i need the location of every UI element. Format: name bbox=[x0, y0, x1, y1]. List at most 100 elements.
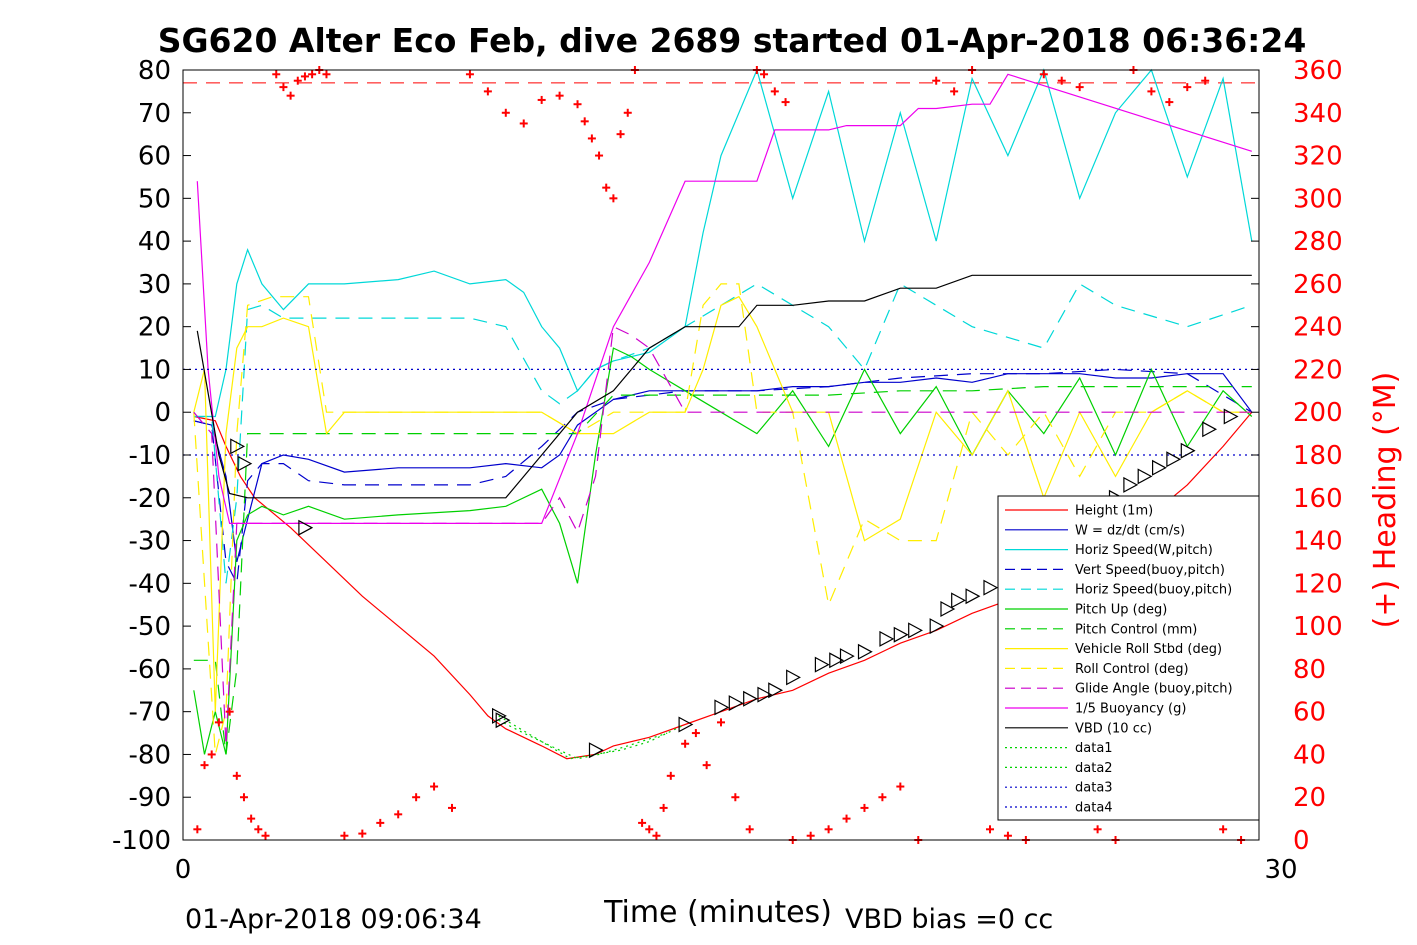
heading-point bbox=[1147, 87, 1156, 96]
y-tick-label: -50 bbox=[129, 612, 171, 642]
legend-label-14: data3 bbox=[1075, 781, 1113, 796]
heading-point bbox=[412, 793, 421, 802]
y-right-tick-label: 0 bbox=[1293, 826, 1310, 856]
heading-point bbox=[340, 831, 349, 840]
legend-label-0: Height (1m) bbox=[1075, 504, 1153, 519]
y-right-tick-label: 200 bbox=[1293, 398, 1343, 428]
y-tick-label: -40 bbox=[129, 569, 171, 599]
heading-point bbox=[225, 707, 234, 716]
heading-point bbox=[272, 70, 281, 79]
heading-point bbox=[666, 771, 675, 780]
heading-point bbox=[483, 87, 492, 96]
heading-point bbox=[293, 76, 302, 85]
heading-point bbox=[1039, 70, 1048, 79]
legend-label-5: Pitch Up (deg) bbox=[1075, 603, 1167, 618]
legend-label-7: Vehicle Roll Stbd (deg) bbox=[1075, 642, 1222, 657]
y-tick-label: -100 bbox=[112, 826, 171, 856]
triangle-marker bbox=[757, 686, 773, 703]
legend-label-15: data4 bbox=[1075, 801, 1113, 816]
heading-point bbox=[860, 803, 869, 812]
triangle-marker bbox=[298, 519, 314, 536]
series-line-13 bbox=[498, 719, 668, 760]
series-line-1 bbox=[193, 373, 1253, 563]
triangle-marker bbox=[768, 682, 784, 699]
y-tick-label: -70 bbox=[129, 698, 171, 728]
heading-point bbox=[1183, 83, 1192, 92]
footer-vbd-bias: VBD bias =0 cc bbox=[845, 904, 1053, 935]
heading-point bbox=[932, 76, 941, 85]
triangle-marker bbox=[492, 707, 507, 724]
triangle-marker bbox=[929, 618, 945, 635]
heading-point bbox=[573, 100, 582, 109]
heading-point bbox=[394, 810, 403, 819]
legend-label-11: VBD (10 cc) bbox=[1075, 721, 1152, 736]
heading-point bbox=[308, 70, 317, 79]
y-tick-label: -90 bbox=[129, 783, 171, 813]
series-line-11 bbox=[196, 274, 1252, 499]
triangle-marker bbox=[879, 630, 895, 647]
y-tick-label: 0 bbox=[154, 398, 171, 428]
heading-point bbox=[501, 108, 510, 117]
heading-point bbox=[1093, 825, 1102, 834]
y-right-tick-label: 340 bbox=[1293, 99, 1343, 129]
triangle-marker bbox=[814, 656, 830, 673]
heading-point bbox=[609, 194, 618, 203]
y-right-tick-label: 220 bbox=[1293, 355, 1343, 385]
y-right-tick-label: 180 bbox=[1293, 441, 1343, 471]
y-tick-label: 80 bbox=[138, 56, 171, 86]
heading-point bbox=[300, 72, 309, 81]
heading-point bbox=[1003, 831, 1012, 840]
triangle-marker bbox=[1223, 408, 1239, 425]
triangle-marker bbox=[237, 455, 253, 472]
y-tick-label: 20 bbox=[138, 313, 171, 343]
heading-point bbox=[691, 729, 700, 738]
triangle-marker bbox=[983, 579, 999, 596]
y-right-tick-label: 100 bbox=[1293, 612, 1343, 642]
y-right-tick-label: 300 bbox=[1293, 184, 1343, 214]
tick-layer: 80706050403020100-10-20-30-40-50-60-70-8… bbox=[112, 56, 1343, 856]
heading-point bbox=[781, 98, 790, 107]
heading-point bbox=[254, 825, 263, 834]
heading-point bbox=[537, 95, 546, 104]
legend-label-2: Horiz Speed(W,pitch) bbox=[1075, 543, 1213, 558]
heading-point bbox=[638, 818, 647, 827]
y-tick-label: 30 bbox=[138, 270, 171, 300]
heading-point bbox=[214, 718, 223, 727]
heading-point bbox=[1219, 825, 1228, 834]
legend-label-1: W = dz/dt (cm/s) bbox=[1075, 523, 1185, 538]
y-right-tick-label: 320 bbox=[1293, 142, 1343, 172]
heading-point bbox=[519, 119, 528, 128]
heading-point bbox=[261, 831, 270, 840]
y-tick-label: -60 bbox=[129, 655, 171, 685]
triangle-marker bbox=[908, 622, 923, 639]
heading-point bbox=[616, 130, 625, 139]
chart-title: SG620 Alter Eco Feb, dive 2689 started 0… bbox=[158, 21, 1307, 60]
heading-point bbox=[760, 70, 769, 79]
triangle-marker bbox=[1166, 451, 1182, 468]
series-line-10 bbox=[196, 73, 1252, 525]
series-line-12 bbox=[498, 715, 686, 760]
triangle-marker bbox=[829, 652, 845, 669]
triangle-marker bbox=[1151, 459, 1167, 476]
heading-point bbox=[448, 803, 456, 812]
y-right-tick-label: 120 bbox=[1293, 569, 1343, 599]
heading-point bbox=[207, 750, 216, 759]
y-tick-label: 50 bbox=[138, 184, 171, 214]
heading-point bbox=[1201, 76, 1210, 85]
heading-point bbox=[430, 782, 439, 791]
heading-point bbox=[555, 91, 564, 100]
y-tick-label: -80 bbox=[129, 740, 171, 770]
heading-point bbox=[896, 782, 905, 791]
heading-point bbox=[193, 825, 202, 834]
heading-point bbox=[623, 108, 632, 117]
y-right-tick-label: 260 bbox=[1293, 270, 1343, 300]
heading-point bbox=[1075, 83, 1084, 92]
triangle-marker bbox=[1202, 421, 1218, 438]
heading-point bbox=[986, 825, 994, 834]
heading-point bbox=[580, 117, 589, 126]
triangle-marker bbox=[1180, 442, 1196, 459]
triangle-marker bbox=[965, 588, 981, 605]
y-right-tick-label: 360 bbox=[1293, 56, 1343, 86]
y-right-tick-label: 280 bbox=[1293, 227, 1343, 257]
heading-point bbox=[322, 70, 331, 79]
